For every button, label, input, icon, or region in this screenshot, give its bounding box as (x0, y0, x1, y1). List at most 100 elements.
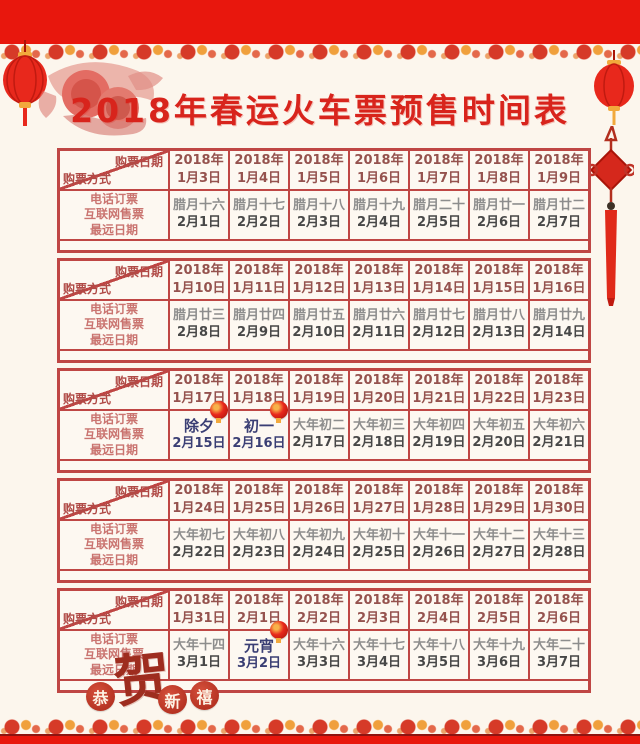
internet-booking-label: 互联网售票 (83, 317, 144, 332)
table-footer-strip (60, 459, 588, 470)
buy-date-cell: 2018年 2月5日 (468, 591, 528, 629)
lunar-day-label: 大年初二 (292, 418, 345, 434)
corner-cell: 购票日期 购票方式 (60, 591, 168, 629)
table-footer-strip (60, 349, 588, 360)
method-label-cell: 电话订票 互联网售票 最远日期 (60, 411, 168, 459)
table-data-row: 电话订票 互联网售票 最远日期 除夕 2月15日 初一 2月16日 大年初二 2月17日 大年初三… (60, 401, 588, 459)
internet-booking-label: 互联网售票 (83, 537, 144, 552)
buy-date-cell: 2018年 1月5日 (288, 151, 348, 189)
buy-date-day: 1月19日 (292, 391, 346, 406)
lunar-day-label: 初一 (243, 416, 274, 435)
table-header-row: 购票日期 购票方式 2018年 1月24日 2018年 1月25日 2018年 1月26日 20… (60, 481, 588, 519)
schedule-cell: 腊月廿一 2月6日 (468, 191, 528, 239)
farthest-date-value: 2月25日 (352, 545, 406, 560)
schedule-cell: 腊月廿四 2月9日 (228, 301, 288, 349)
buy-date-year: 2018年 (474, 483, 524, 499)
corner-cell: 购票日期 购票方式 (60, 371, 168, 409)
table-footer-strip (60, 569, 588, 580)
lunar-day-label: 大年初三 (352, 418, 405, 434)
schedule-cell: 大年初六 2月21日 (528, 411, 588, 459)
buy-date-day: 1月26日 (292, 501, 346, 516)
schedule-cell: 大年初七 2月22日 (168, 521, 228, 569)
buy-date-day: 1月24日 (172, 501, 226, 516)
lunar-day-label: 大年十二 (472, 528, 525, 544)
schedule-cell: 大年初十 2月25日 (348, 521, 408, 569)
buy-date-year: 2018年 (234, 153, 284, 169)
lunar-day-label: 大年十四 (172, 638, 225, 654)
lunar-day-label: 腊月十九 (352, 198, 405, 214)
corner-buy-method-label: 购票方式 (63, 612, 112, 626)
presale-table: 购票日期 购票方式 2018年 1月10日 2018年 1月11日 2018年 1月12日 20… (57, 258, 591, 363)
schedule-cell: 腊月二十 2月5日 (408, 191, 468, 239)
schedule-cell: 初一 2月16日 (228, 401, 288, 459)
presale-table: 购票日期 购票方式 2018年 1月24日 2018年 1月25日 2018年 1月26日 20… (57, 478, 591, 583)
buy-date-cell: 2018年 1月29日 (468, 481, 528, 519)
buy-date-year: 2018年 (234, 593, 284, 609)
farthest-date-value: 2月26日 (412, 545, 466, 560)
schedule-cell: 大年初九 2月24日 (288, 521, 348, 569)
bottom-red-band (0, 734, 640, 744)
lunar-day-label: 大年初十 (352, 528, 405, 544)
corner-buy-method-label: 购票方式 (63, 502, 112, 516)
farthest-date-value: 2月28日 (532, 545, 586, 560)
seal-xin: 新 (158, 685, 187, 714)
lunar-day-label: 大年十八 (412, 638, 465, 654)
buy-date-cell: 2018年 1月7日 (408, 151, 468, 189)
table-header-row: 购票日期 购票方式 2018年 1月31日 2018年 2月1日 2018年 2月2日 2018… (60, 591, 588, 629)
buy-date-day: 1月9日 (536, 171, 582, 186)
table-header-row: 购票日期 购票方式 2018年 1月17日 2018年 1月18日 2018年 1月19日 20… (60, 371, 588, 409)
farthest-date-value: 2月17日 (292, 435, 346, 450)
schedule-cell: 除夕 2月15日 (168, 401, 228, 459)
schedule-cell: 腊月十七 2月2日 (228, 191, 288, 239)
table-data-row: 电话订票 互联网售票 最远日期 腊月廿三 2月8日 腊月廿四 2月9日 腊月廿五 2月10日 腊月… (60, 299, 588, 349)
schedule-cell: 腊月十八 2月3日 (288, 191, 348, 239)
buy-date-cell: 2018年 2月6日 (528, 591, 588, 629)
buy-date-year: 2018年 (234, 263, 284, 279)
schedule-cell: 腊月十六 2月1日 (168, 191, 228, 239)
lunar-day-label: 腊月廿六 (352, 308, 405, 324)
table-footer-strip (60, 239, 588, 250)
farthest-date-value: 2月24日 (292, 545, 346, 560)
buy-date-cell: 2018年 2月1日 (228, 591, 288, 629)
greeting-seals: 恭 贺 新 禧 (86, 644, 246, 724)
farthest-date-value: 2月6日 (476, 215, 522, 230)
phone-booking-label: 电话订票 (89, 631, 138, 646)
corner-cell: 购票日期 购票方式 (60, 261, 168, 299)
buy-date-year: 2018年 (234, 483, 284, 499)
corner-buy-method-label: 购票方式 (63, 282, 112, 296)
buy-date-day: 1月28日 (412, 501, 466, 516)
seal-xi: 禧 (190, 681, 219, 710)
schedule-cell: 腊月廿七 2月12日 (408, 301, 468, 349)
buy-date-day: 1月25日 (232, 501, 286, 516)
internet-booking-label: 互联网售票 (83, 647, 144, 662)
buy-date-year: 2018年 (414, 153, 464, 169)
schedule-cell: 大年初五 2月20日 (468, 411, 528, 459)
buy-date-year: 2018年 (534, 593, 584, 609)
lunar-day-label: 大年初五 (472, 418, 525, 434)
schedule-cell: 腊月廿八 2月13日 (468, 301, 528, 349)
buy-date-year: 2018年 (414, 373, 464, 389)
lunar-day-label: 腊月廿二 (532, 198, 585, 214)
lunar-day-label: 腊月十六 (172, 198, 225, 214)
schedule-cell: 大年初二 2月17日 (288, 411, 348, 459)
buy-date-year: 2018年 (354, 263, 404, 279)
festival-lantern-icon (210, 401, 228, 423)
buy-date-day: 1月16日 (532, 281, 586, 296)
lunar-day-label: 大年十七 (352, 638, 405, 654)
internet-booking-label: 互联网售票 (83, 207, 144, 222)
buy-date-year: 2018年 (474, 153, 524, 169)
buy-date-day: 1月3日 (176, 171, 222, 186)
buy-date-year: 2018年 (474, 373, 524, 389)
schedule-cell: 腊月十九 2月4日 (348, 191, 408, 239)
buy-date-year: 2018年 (414, 483, 464, 499)
farthest-date-value: 2月19日 (412, 435, 466, 450)
buy-date-cell: 2018年 1月16日 (528, 261, 588, 299)
farthest-date-value: 2月9日 (236, 325, 282, 340)
table-data-row: 电话订票 互联网售票 最远日期 大年十四 3月1日 元宵 3月2日 大年十六 3月3日 大年十七 3… (60, 621, 588, 679)
farthest-date-label: 最远日期 (89, 662, 138, 677)
farthest-date-value: 2月13日 (472, 325, 526, 340)
buy-date-cell: 2018年 1月19日 (288, 371, 348, 409)
buy-date-year: 2018年 (174, 153, 224, 169)
buy-date-cell: 2018年 1月23日 (528, 371, 588, 409)
buy-date-day: 1月21日 (412, 391, 466, 406)
